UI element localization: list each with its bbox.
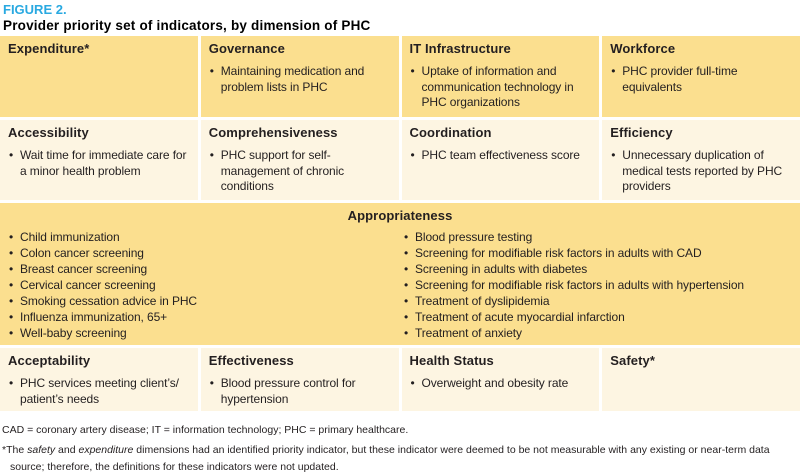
bullet-item: Uptake of information and communication …	[410, 64, 592, 111]
bullet-item: Wait time for immediate care for a minor…	[8, 148, 190, 179]
table-row-2: Accessibility Wait time for immediate ca…	[0, 120, 800, 200]
bullet-item: Colon cancer screening	[8, 245, 400, 261]
bullet-item: Screening in adults with diabetes	[403, 261, 792, 277]
bullet-item: Maintaining medication and problem lists…	[209, 64, 391, 95]
dimension-header-acceptability: Acceptability	[8, 353, 91, 368]
table-row-1: Expenditure* Governance Maintaining medi…	[0, 36, 800, 117]
bullet-item: PHC provider full-time equivalents	[610, 64, 792, 95]
table-row-4: Acceptability PHC services meeting clien…	[0, 348, 800, 411]
indicator-list-right: Blood pressure testingScreening for modi…	[400, 229, 792, 341]
cell-coordination: Coordination PHC team effectiveness scor…	[401, 120, 600, 200]
cell-acceptability: Acceptability PHC services meeting clien…	[0, 348, 198, 411]
bullet-item: Treatment of anxiety	[403, 325, 792, 341]
dimension-header-appropriateness: Appropriateness	[347, 208, 453, 223]
dimension-header-workforce: Workforce	[610, 41, 676, 56]
bullet-item: Cervical cancer screening	[8, 277, 400, 293]
asterisk-note: *The safety and expenditure dimensions h…	[2, 442, 796, 476]
bullet-item: Screening for modifiable risk factors in…	[403, 245, 792, 261]
cell-it-infrastructure: IT Infrastructure Uptake of information …	[401, 36, 600, 117]
cell-safety: Safety*	[602, 348, 800, 411]
indicator-list: PHC team effectiveness score	[410, 148, 592, 164]
bullet-item: PHC support for self-management of chron…	[209, 148, 391, 195]
cell-accessibility: Accessibility Wait time for immediate ca…	[0, 120, 198, 200]
cell-health-status: Health Status Overweight and obesity rat…	[401, 348, 600, 411]
bullet-item: Treatment of dyslipidemia	[403, 293, 792, 309]
dimension-header-accessibility: Accessibility	[8, 125, 89, 140]
dimension-header-safety: Safety*	[610, 353, 656, 368]
cell-workforce: Workforce PHC provider full-time equival…	[602, 36, 800, 117]
asterisk-note-mid: and	[55, 444, 79, 456]
indicator-list: Overweight and obesity rate	[410, 376, 592, 392]
cell-efficiency: Efficiency Unnecessary duplication of me…	[602, 120, 800, 200]
cell-governance: Governance Maintaining medication and pr…	[200, 36, 399, 117]
footnotes: CAD = coronary artery disease; IT = info…	[0, 414, 800, 476]
appropriateness-columns: Child immunizationColon cancer screening…	[8, 229, 792, 341]
dimension-header-expenditure: Expenditure*	[8, 41, 90, 56]
cell-expenditure: Expenditure*	[0, 36, 198, 117]
bullet-item: Influenza immunization, 65+	[8, 309, 400, 325]
bullet-item: Blood pressure control for hypertension	[209, 376, 391, 407]
indicator-list: Uptake of information and communication …	[410, 64, 592, 111]
indicator-list: Blood pressure control for hypertension	[209, 376, 391, 407]
dimension-header-it-infrastructure: IT Infrastructure	[409, 41, 511, 56]
figure-header: FIGURE 2. Provider priority set of indic…	[0, 0, 800, 33]
table-row-3: Appropriateness Child immunizationColon …	[0, 203, 800, 345]
bullet-item: Well-baby screening	[8, 325, 400, 341]
indicator-table: Expenditure* Governance Maintaining medi…	[0, 36, 800, 411]
indicator-list: PHC support for self-management of chron…	[209, 148, 391, 195]
indicator-list: Wait time for immediate care for a minor…	[8, 148, 190, 179]
bullet-item: Child immunization	[8, 229, 400, 245]
indicator-list: Unnecessary duplication of medical tests…	[610, 148, 792, 195]
bullet-item: Treatment of acute myocardial infarction	[403, 309, 792, 325]
asterisk-note-italic-expenditure: expenditure	[78, 444, 134, 456]
dimension-header-comprehensiveness: Comprehensiveness	[208, 125, 338, 140]
indicator-list: Maintaining medication and problem lists…	[209, 64, 391, 95]
cell-effectiveness: Effectiveness Blood pressure control for…	[200, 348, 399, 411]
dimension-header-governance: Governance	[208, 41, 285, 56]
indicator-list-left: Child immunizationColon cancer screening…	[8, 229, 400, 341]
cell-appropriateness: Appropriateness Child immunizationColon …	[0, 203, 800, 345]
dimension-header-health-status: Health Status	[409, 353, 494, 368]
asterisk-note-prefix: *The	[2, 444, 28, 456]
cell-comprehensiveness: Comprehensiveness PHC support for self-m…	[200, 120, 399, 200]
bullet-item: Overweight and obesity rate	[410, 376, 592, 392]
bullet-item: PHC services meeting client’s/ patient’s…	[8, 376, 190, 407]
bullet-item: Screening for modifiable risk factors in…	[403, 277, 792, 293]
bullet-item: PHC team effectiveness score	[410, 148, 592, 164]
indicator-list: PHC provider full-time equivalents	[610, 64, 792, 95]
bullet-item: Unnecessary duplication of medical tests…	[610, 148, 792, 195]
bullet-item: Blood pressure testing	[403, 229, 792, 245]
figure-title: Provider priority set of indicators, by …	[3, 18, 371, 33]
dimension-header-effectiveness: Effectiveness	[208, 353, 294, 368]
bullet-item: Breast cancer screening	[8, 261, 400, 277]
dimension-header-efficiency: Efficiency	[610, 125, 673, 140]
abbreviations-note: CAD = coronary artery disease; IT = info…	[2, 424, 409, 436]
indicator-list: PHC services meeting client’s/ patient’s…	[8, 376, 190, 407]
bullet-item: Smoking cessation advice in PHC	[8, 293, 400, 309]
asterisk-note-italic-safety: safety	[27, 444, 56, 456]
dimension-header-coordination: Coordination	[409, 125, 492, 140]
figure-label: FIGURE 2.	[3, 2, 67, 17]
